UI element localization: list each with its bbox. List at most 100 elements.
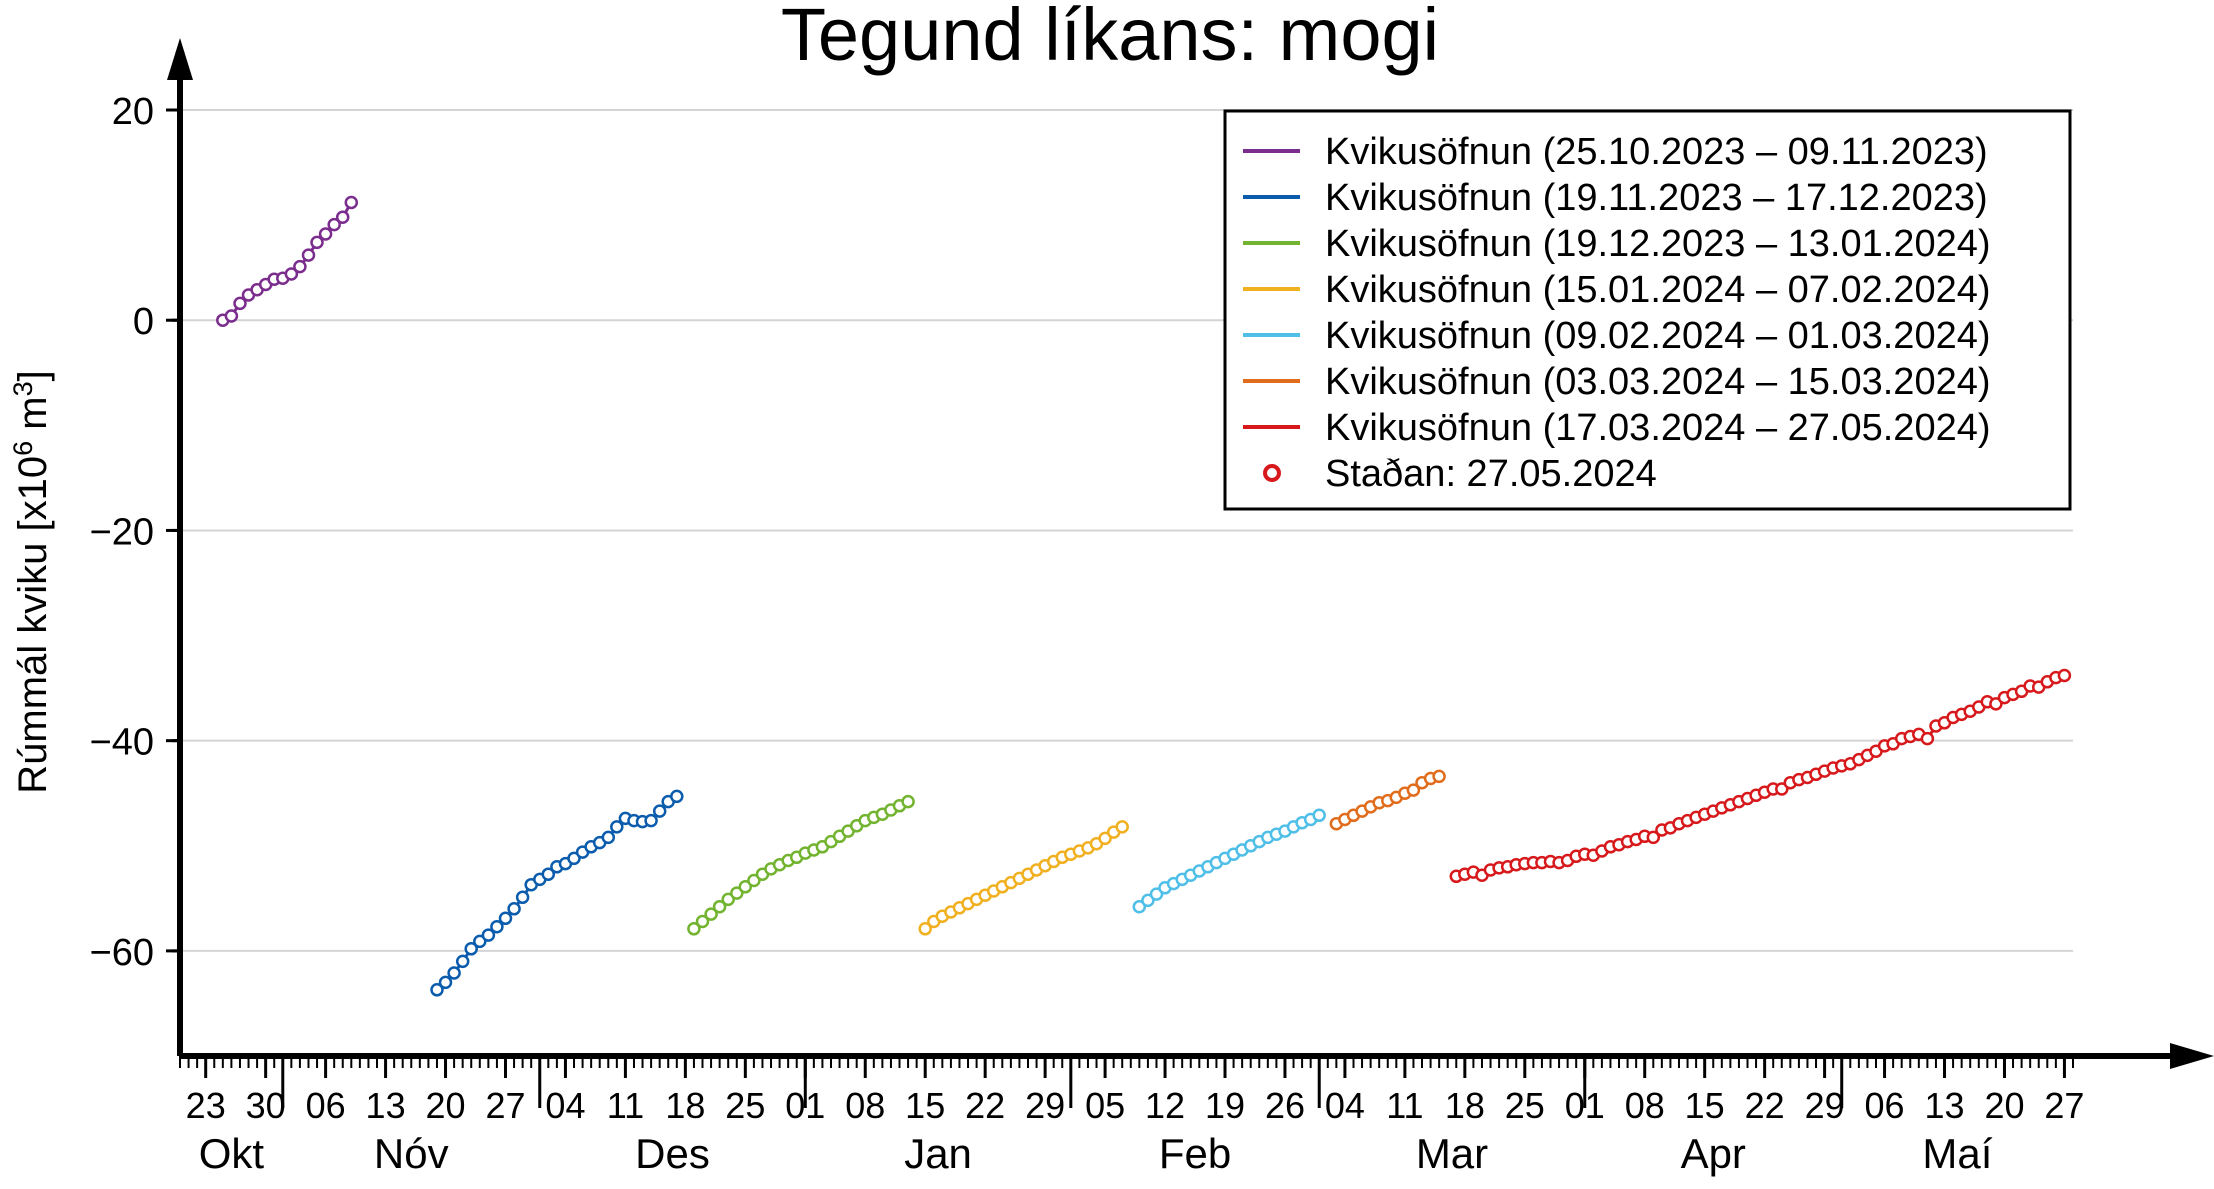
- axes: [167, 38, 2214, 1069]
- data-point: [335, 210, 350, 224]
- x-tick-label: 19: [1205, 1085, 1245, 1126]
- data-point: [1775, 782, 1789, 796]
- y-axis-label-sup2: 3: [8, 381, 38, 396]
- data-point: [507, 902, 521, 916]
- data-point: [473, 934, 487, 949]
- x-tick-label: 06: [306, 1085, 346, 1126]
- data-point: [224, 309, 239, 323]
- y-axis-arrow: [167, 38, 193, 80]
- series-group: [1132, 808, 1326, 914]
- legend-status-marker: [1263, 464, 1281, 482]
- data-point: [1989, 697, 2003, 711]
- x-tick-label: 12: [1145, 1085, 1185, 1126]
- data-point: [747, 873, 761, 888]
- x-tick-label: 15: [1685, 1085, 1725, 1126]
- data-point: [481, 928, 496, 942]
- data-point: [1920, 731, 1935, 746]
- x-tick-label: 04: [1325, 1085, 1365, 1126]
- data-point: [918, 922, 932, 936]
- legend-entry-label: Kvikusöfnun (17.03.2024 – 27.05.2024): [1325, 407, 1991, 449]
- x-tick-label: 22: [965, 1085, 1005, 1126]
- x-tick-label: 01: [1565, 1085, 1605, 1126]
- legend-box: [1223, 109, 2072, 511]
- data-point: [901, 794, 915, 809]
- data-point: [344, 195, 359, 210]
- y-axis-label-end: ]: [11, 370, 55, 381]
- data-point: [293, 259, 307, 274]
- legend-entry-label: Kvikusöfnun (25.10.2023 – 09.11.2023): [1325, 131, 1988, 173]
- data-point: [1149, 887, 1164, 901]
- y-axis-label: Rúmmál kviku [x106 m3]: [8, 370, 55, 794]
- data-point: [2057, 668, 2072, 683]
- x-tick-label: 20: [1984, 1085, 2024, 1126]
- legend-entry-label: Kvikusöfnun (19.12.2023 – 13.01.2024): [1325, 223, 1991, 265]
- x-month-label: Maí: [1922, 1130, 1992, 1177]
- data-point: [455, 954, 470, 969]
- legend-items: Kvikusöfnun (25.10.2023 – 09.11.2023) Kvi…: [1243, 131, 1991, 449]
- legend: Kvikusöfnun (25.10.2023 – 09.11.2023) Kvi…: [1223, 109, 2072, 511]
- x-tick-label: 30: [246, 1085, 286, 1126]
- x-tick-label: 27: [485, 1085, 525, 1126]
- data-point: [1132, 899, 1147, 914]
- data-point: [1141, 893, 1155, 908]
- data-point: [601, 830, 616, 845]
- x-month-label: Mar: [1416, 1130, 1488, 1177]
- series-group: [430, 789, 684, 997]
- data-point: [712, 899, 727, 914]
- data-point: [1432, 769, 1446, 784]
- y-tick-label: 0: [133, 301, 154, 343]
- series-group: [1449, 668, 2072, 884]
- data-point: [1312, 808, 1326, 823]
- x-tick-label: 20: [426, 1085, 466, 1126]
- data-point: [1098, 831, 1112, 846]
- x-tick-label: 25: [725, 1085, 765, 1126]
- x-month-label: Des: [635, 1130, 710, 1177]
- data-point: [515, 890, 530, 905]
- x-tick-label: 27: [2044, 1085, 2084, 1126]
- data-point: [1406, 783, 1421, 797]
- data-point: [490, 919, 504, 934]
- y-axis-label-sup1: 6: [8, 441, 38, 456]
- x-tick-label: 18: [665, 1085, 705, 1126]
- data-point: [1646, 830, 1661, 845]
- x-axis-arrow: [2170, 1043, 2214, 1069]
- data-point: [695, 914, 710, 929]
- legend-status-label: Staðan: 27.05.2024: [1325, 453, 1657, 495]
- x-tick-label: 08: [845, 1085, 885, 1126]
- x-month-label: Okt: [199, 1130, 265, 1177]
- x-tick-label: 11: [607, 1085, 644, 1126]
- data-point: [567, 851, 581, 866]
- series-group: [216, 195, 359, 327]
- x-month-label: Jan: [904, 1130, 972, 1177]
- data-point: [498, 911, 513, 926]
- x-tick-label: 11: [1386, 1085, 1423, 1126]
- data-point: [284, 267, 299, 281]
- y-tick-label: 20: [112, 91, 154, 133]
- data-point: [541, 867, 556, 881]
- data-point: [721, 892, 735, 907]
- x-month-label: Nóv: [374, 1130, 449, 1177]
- y-axis-label-main: Rúmmál kviku [x10: [11, 456, 55, 794]
- y-tick-label: −20: [90, 511, 154, 553]
- y-tick-label: −40: [90, 722, 154, 764]
- data-point: [327, 217, 341, 232]
- chart-title: Tegund líkans: mogi: [781, 0, 1439, 76]
- series-group: [687, 794, 915, 936]
- y-ticks: −60 −40 −20 0 20: [90, 91, 180, 974]
- x-tick-label: 05: [1085, 1085, 1125, 1126]
- data-point: [652, 804, 667, 818]
- data-point: [730, 886, 744, 900]
- x-tick-label: 22: [1745, 1085, 1785, 1126]
- x-tick-label: 04: [545, 1085, 585, 1126]
- x-tick-label: 26: [1265, 1085, 1305, 1126]
- x-tick-label: 08: [1625, 1085, 1665, 1126]
- x-tick-label: 01: [785, 1085, 825, 1126]
- data-point: [704, 907, 718, 921]
- data-point: [1115, 820, 1129, 834]
- data-point: [438, 975, 453, 990]
- data-point: [233, 296, 247, 311]
- data-point: [430, 983, 444, 997]
- data-point: [670, 789, 684, 804]
